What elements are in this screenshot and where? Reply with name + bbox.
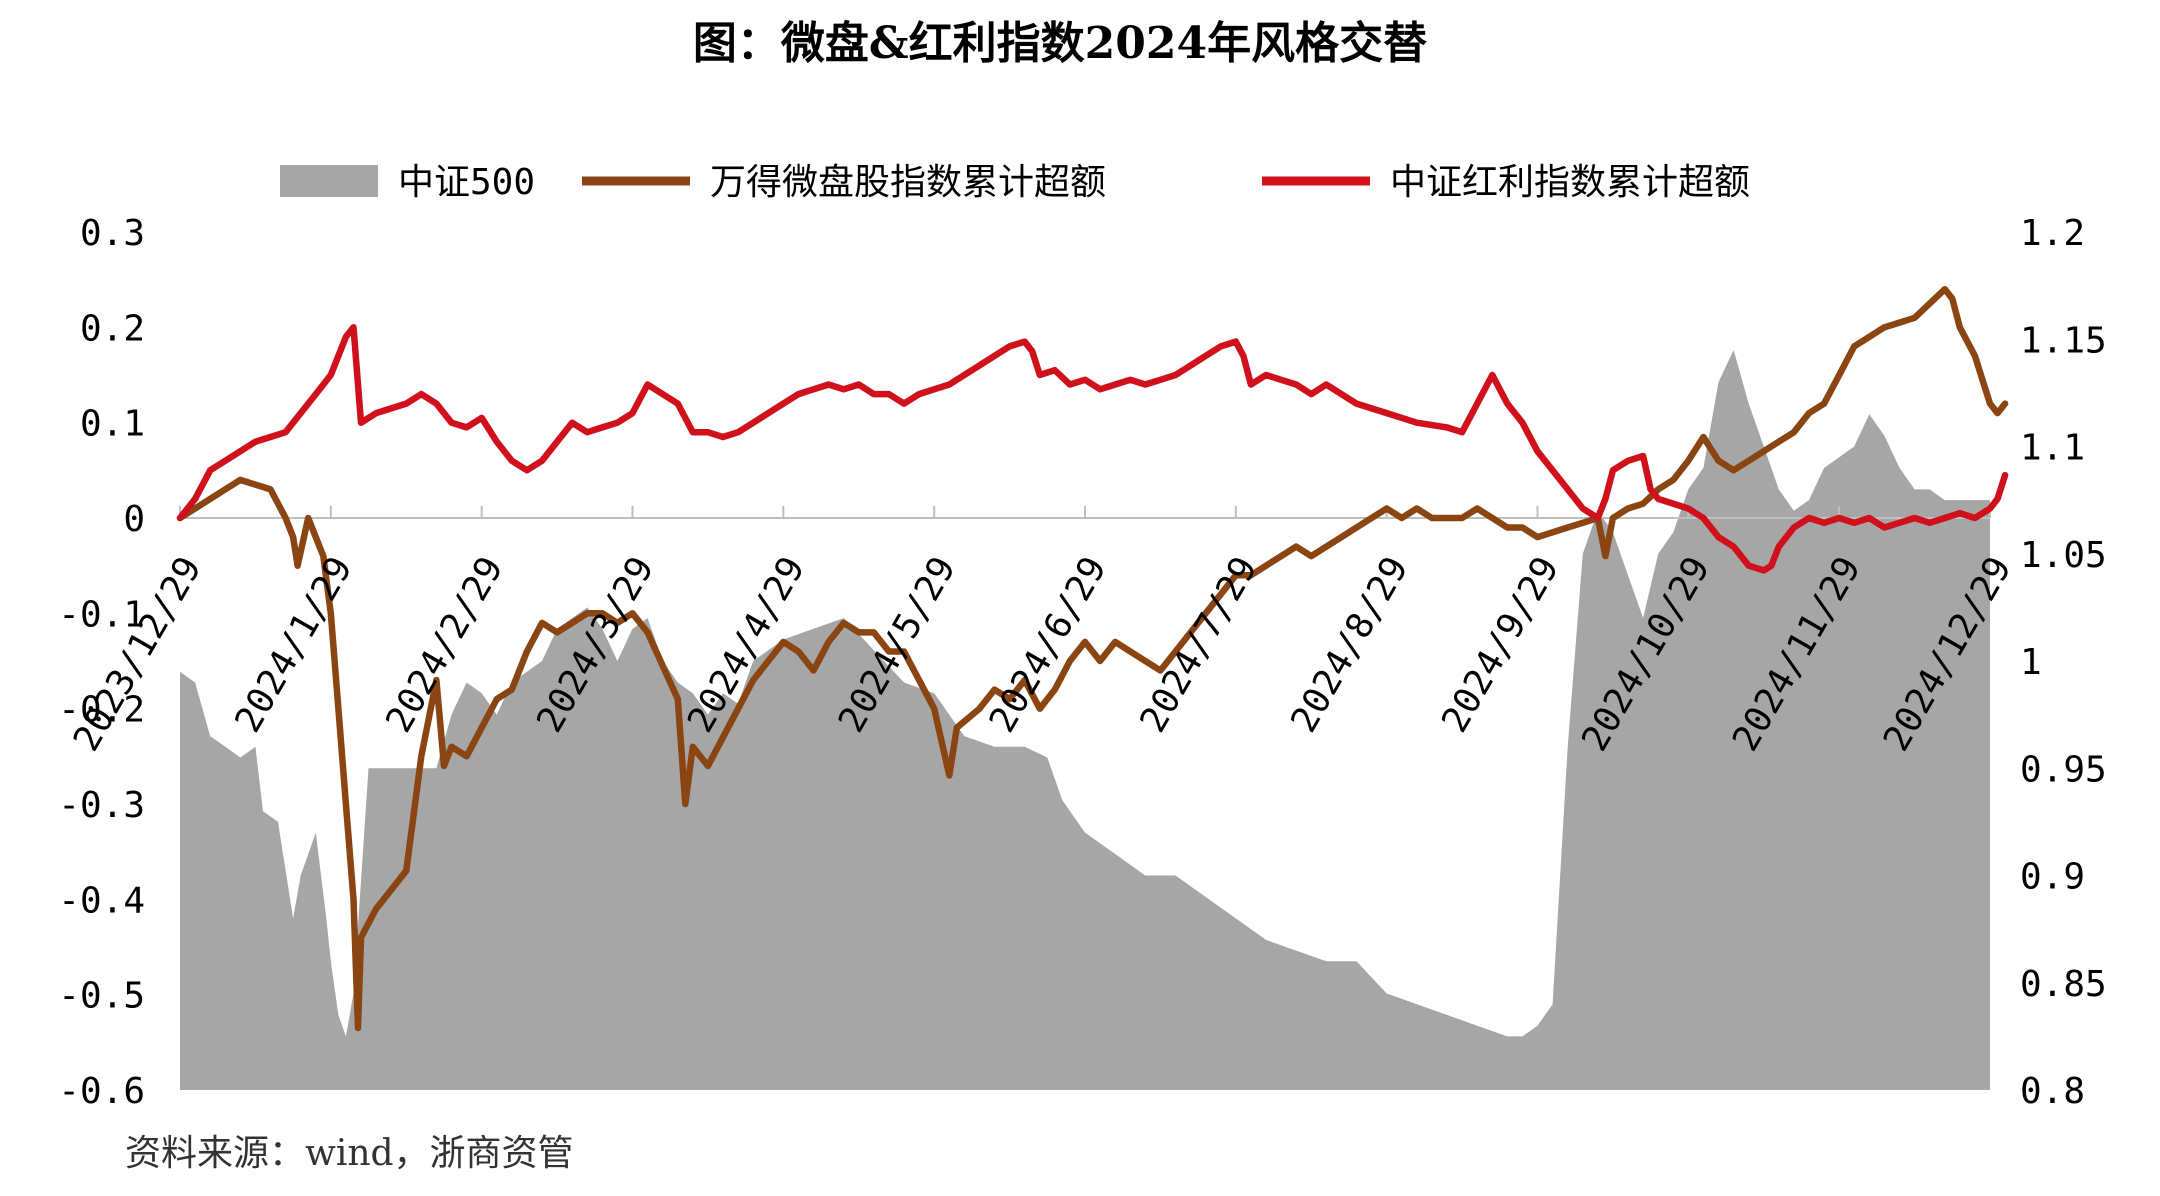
y-right-tick-label: 1.1	[2020, 428, 2085, 469]
y-left-tick-label: -0.2	[58, 690, 145, 731]
x-tick-label: 2024/6/29	[982, 550, 1115, 739]
y-right-tick-label: 1.05	[2020, 535, 2107, 576]
y-left-tick-label: 0.2	[80, 308, 145, 349]
y-right-tick-label: 1.2	[2020, 213, 2085, 254]
x-tick-label: 2024/7/29	[1133, 550, 1266, 739]
y-right-tick-label: 1	[2020, 642, 2042, 683]
y-left-tick-label: -0.4	[58, 880, 145, 921]
legend-swatch-csi500	[280, 165, 378, 197]
y-right-tick-label: 0.9	[2020, 857, 2085, 898]
y-left-tick-label: -0.5	[58, 976, 145, 1017]
x-tick-label: 2024/9/29	[1434, 550, 1567, 739]
y-left-tick-label: 0.3	[80, 213, 145, 254]
legend-label-dividend: 中证红利指数累计超额	[1390, 162, 1750, 203]
legend-label-csi500: 中证500	[398, 162, 535, 203]
y-left-tick-label: -0.6	[58, 1071, 145, 1112]
y-right-tick-label: 0.95	[2020, 749, 2107, 790]
series-line-microcap	[176, 285, 2009, 1032]
lines-layer	[176, 285, 2009, 1032]
source-note: 资料来源：wind，浙商资管	[125, 1133, 574, 1174]
series-line-dividend	[176, 324, 2009, 574]
y-right-tick-label: 0.85	[2020, 964, 2107, 1005]
y-left-tick-label: 0.1	[80, 404, 145, 445]
area-layer	[180, 350, 1990, 1090]
y-left-tick-label: -0.1	[58, 594, 145, 635]
y-left-tick-label: 0	[123, 499, 145, 540]
chart-title: 图：微盘&红利指数2024年风格交替	[693, 18, 1427, 69]
y-right-tick-label: 1.15	[2020, 320, 2107, 361]
legend-label-microcap: 万得微盘股指数累计超额	[710, 162, 1106, 203]
y-left-tick-label: -0.3	[58, 785, 145, 826]
legend: 中证500 万得微盘股指数累计超额 中证红利指数累计超额	[280, 162, 1750, 203]
x-tick-label: 2024/8/29	[1283, 550, 1416, 739]
series-area-csi500	[180, 350, 1990, 1090]
y-right-tick-label: 0.8	[2020, 1071, 2085, 1112]
